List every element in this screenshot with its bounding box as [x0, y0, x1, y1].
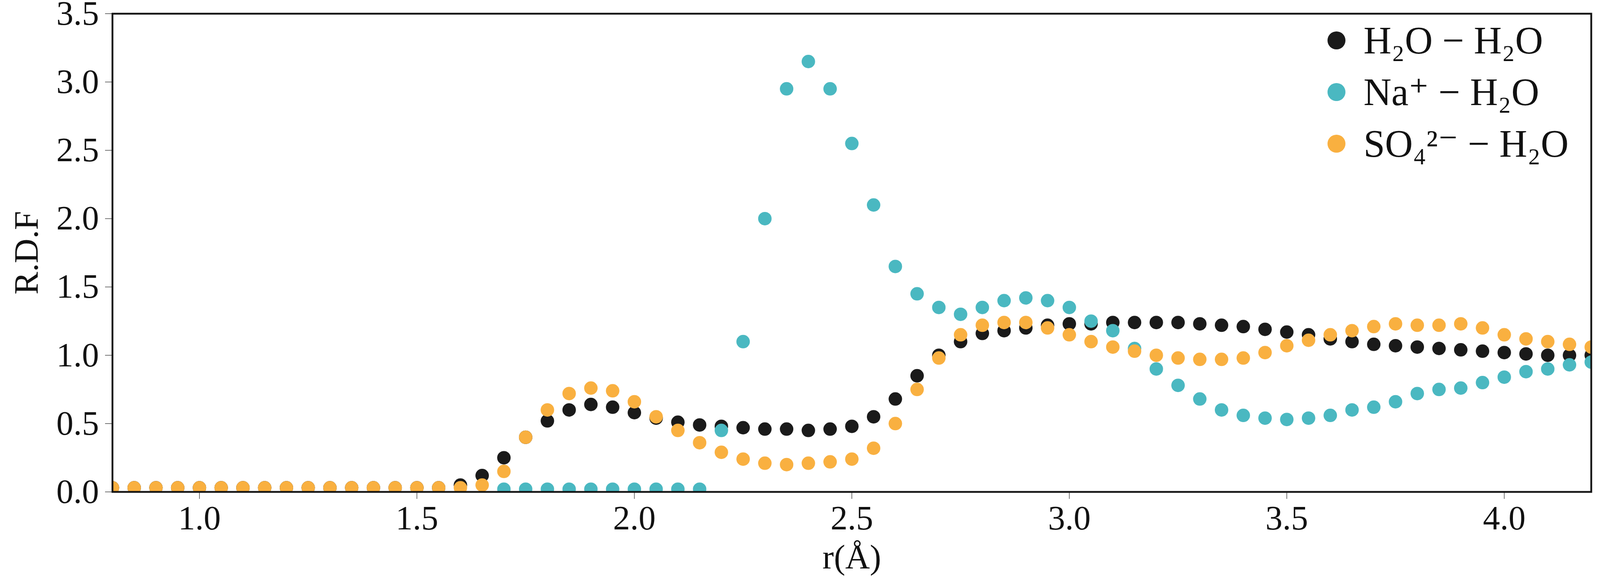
svg-text:0.5: 0.5 [56, 404, 100, 442]
svg-text:0.0: 0.0 [56, 472, 100, 510]
svg-text:2.0: 2.0 [56, 198, 100, 237]
svg-text:4.0: 4.0 [1482, 498, 1526, 537]
svg-text:1.0: 1.0 [178, 498, 221, 537]
svg-text:R.D.F: R.D.F [7, 210, 45, 295]
svg-text:2.5: 2.5 [830, 498, 874, 537]
svg-text:2.5: 2.5 [56, 130, 100, 169]
svg-text:1.5: 1.5 [56, 267, 100, 305]
html-text:SO₄²⁻ − H₂O: SO₄²⁻ − H₂O [1363, 122, 1569, 166]
html-text:H₂O − H₂O: H₂O − H₂O [1363, 18, 1544, 62]
svg-text:2.0: 2.0 [613, 498, 656, 537]
svg-text:1.5: 1.5 [395, 498, 439, 537]
html-text:Na⁺ − H₂O: Na⁺ − H₂O [1363, 70, 1540, 114]
svg-text:r(Å): r(Å) [822, 537, 882, 576]
svg-text:3.0: 3.0 [56, 62, 100, 101]
svg-text:3.5: 3.5 [56, 0, 100, 32]
svg-text:3.5: 3.5 [1265, 498, 1309, 537]
svg-text:3.0: 3.0 [1047, 498, 1091, 537]
svg-text:1.0: 1.0 [56, 335, 100, 374]
